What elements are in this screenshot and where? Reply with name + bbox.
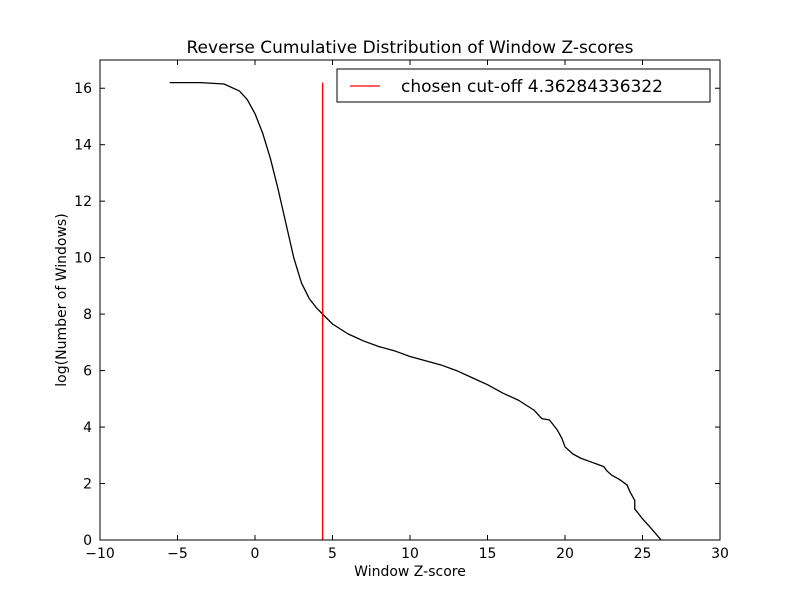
legend-box <box>336 68 711 103</box>
y-tick-label: 10 <box>74 251 92 267</box>
axes-frame <box>99 59 721 541</box>
x-tick-label: 0 <box>251 546 260 562</box>
y-tick-label: 2 <box>83 477 92 493</box>
x-tick-label: 15 <box>479 546 497 562</box>
y-tick-label: 12 <box>74 194 92 210</box>
y-tick-label: 16 <box>74 81 92 97</box>
y-tick-label: 6 <box>83 364 92 380</box>
y-tick-label: 4 <box>83 420 92 436</box>
x-tick-label: −10 <box>85 546 115 562</box>
legend: chosen cut-off 4.36284336322 <box>336 68 711 103</box>
plot-area: −10 −5 0 5 10 15 20 25 30 0 2 4 6 8 10 12 14 16 <box>74 59 729 562</box>
x-tick-label: 10 <box>401 546 419 562</box>
legend-label-cutoff: chosen cut-off 4.36284336322 <box>401 77 663 97</box>
x-tick-label: 25 <box>634 546 652 562</box>
x-tick-label: 5 <box>328 546 337 562</box>
x-axis-title: Window Z-score <box>354 564 466 580</box>
series-line-distribution <box>169 81 662 541</box>
x-tick-label: 30 <box>711 546 729 562</box>
x-tick-label: −5 <box>167 546 188 562</box>
y-tick-label: 0 <box>83 533 92 549</box>
y-tick-label: 14 <box>74 138 92 154</box>
y-axis-title: log(Number of Windows) <box>54 213 70 386</box>
chart-title: Reverse Cumulative Distribution of Windo… <box>187 38 634 58</box>
x-tick-label: 20 <box>556 546 574 562</box>
y-tick-label: 8 <box>83 307 92 323</box>
